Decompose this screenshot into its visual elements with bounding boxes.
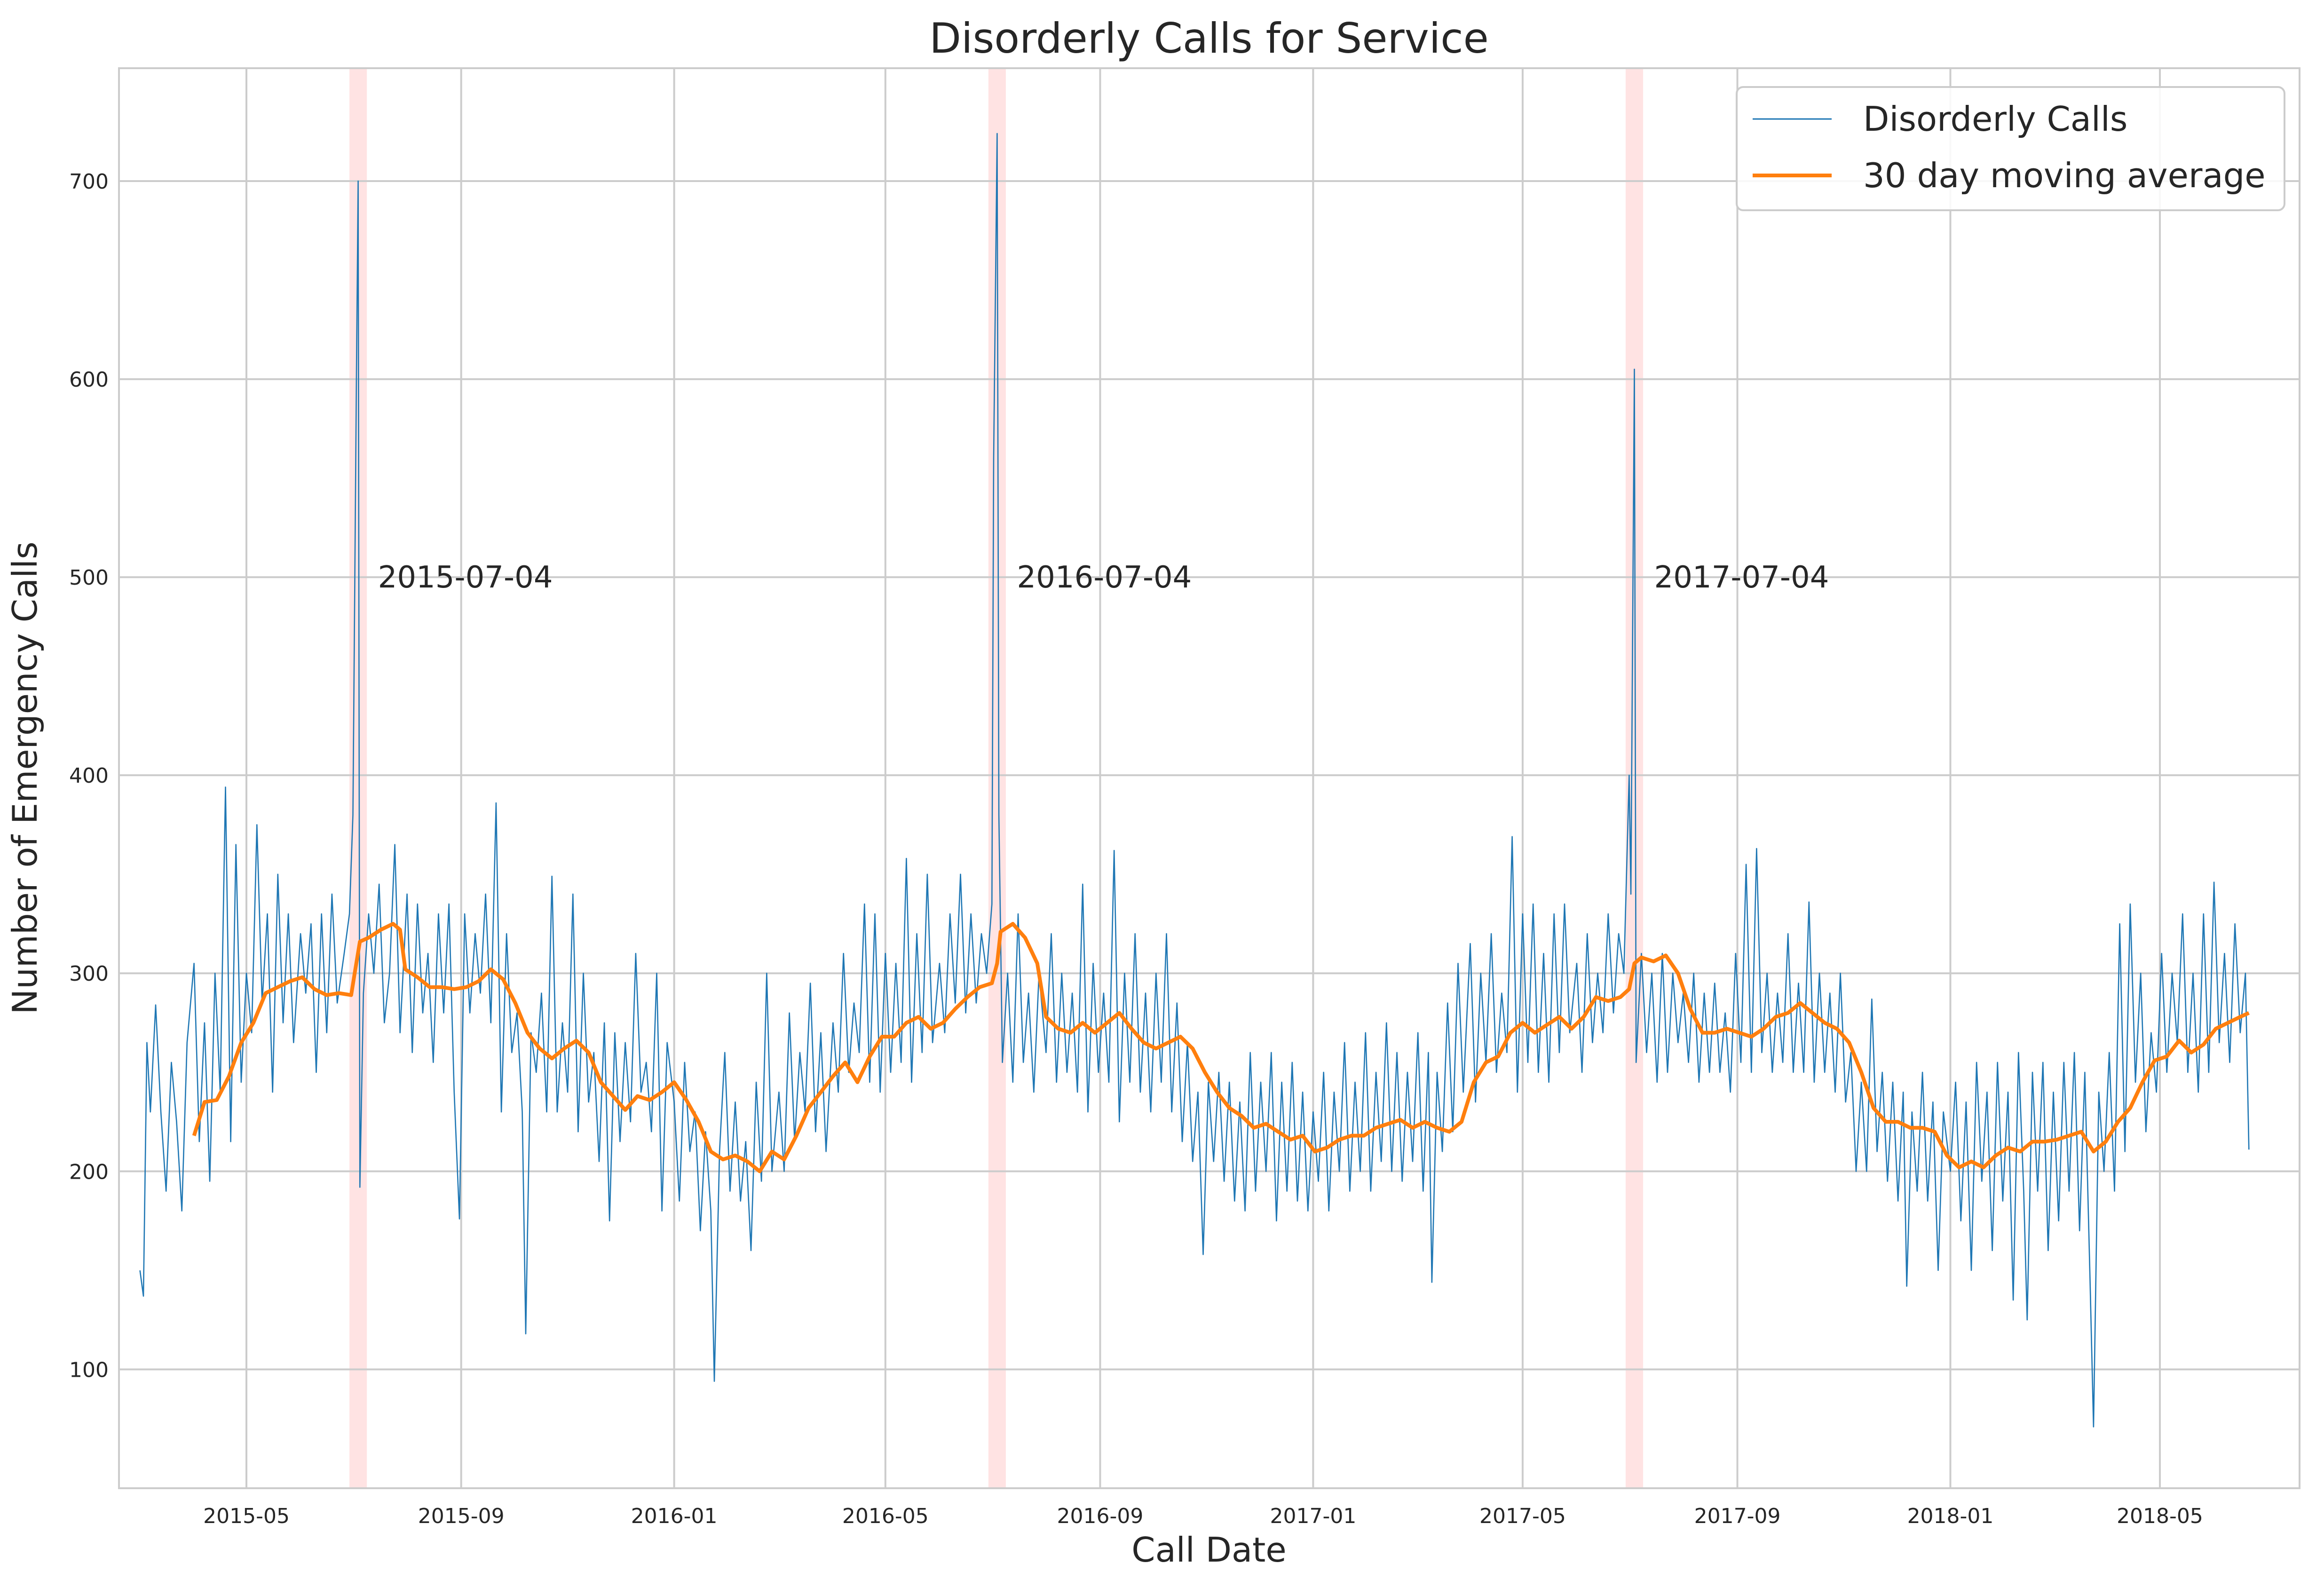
y-tick-label-600: 600: [69, 368, 109, 392]
x-tick-label-2018-01: 2018-01: [1907, 1504, 1994, 1528]
annotations: 2015-07-04 2016-07-04 2017-07-04: [378, 560, 1829, 595]
y-tick-label-500: 500: [69, 566, 109, 590]
series-lines: [139, 133, 2250, 1428]
chart-title: Disorderly Calls for Service: [929, 14, 1489, 63]
y-tick-label-400: 400: [69, 764, 109, 788]
legend-label-disorderly-calls: Disorderly Calls: [1863, 99, 2127, 139]
highlight-span-2: [1625, 68, 1644, 1488]
y-tick-label-300: 300: [69, 962, 109, 986]
legend-box: [1736, 86, 2285, 211]
legend: Disorderly Calls 30 day moving average: [1736, 86, 2285, 211]
x-tick-label-2017-05: 2017-05: [1479, 1504, 1566, 1528]
x-tick-label-2016-01: 2016-01: [631, 1504, 718, 1528]
tick-labels: 2015-05 2015-09 2016-01 2016-05 2016-09 2017-…: [69, 170, 2203, 1528]
y-tick-label-200: 200: [69, 1160, 109, 1184]
x-tick-label-2015-05: 2015-05: [203, 1504, 290, 1528]
annotation-1: 2016-07-04: [1017, 560, 1192, 595]
annotation-0: 2015-07-04: [378, 560, 553, 595]
series-line-0: [139, 133, 2250, 1428]
legend-label-moving-average: 30 day moving average: [1863, 156, 2266, 195]
grid-lines: [119, 68, 2300, 1488]
x-tick-label-2016-09: 2016-09: [1057, 1504, 1144, 1528]
x-tick-label-2018-05: 2018-05: [2117, 1504, 2203, 1528]
series-line-1: [192, 922, 2250, 1174]
x-tick-label-2015-09: 2015-09: [418, 1504, 505, 1528]
y-tick-label-100: 100: [69, 1358, 109, 1382]
x-tick-label-2016-05: 2016-05: [842, 1504, 929, 1528]
y-tick-label-700: 700: [69, 170, 109, 194]
y-axis-title: Number of Emergency Calls: [5, 541, 45, 1014]
annotation-2: 2017-07-04: [1654, 560, 1829, 595]
x-tick-label-2017-09: 2017-09: [1694, 1504, 1781, 1528]
x-tick-label-2017-01: 2017-01: [1270, 1504, 1356, 1528]
plot-frame: [118, 67, 2300, 1489]
x-axis-title: Call Date: [1131, 1530, 1286, 1570]
